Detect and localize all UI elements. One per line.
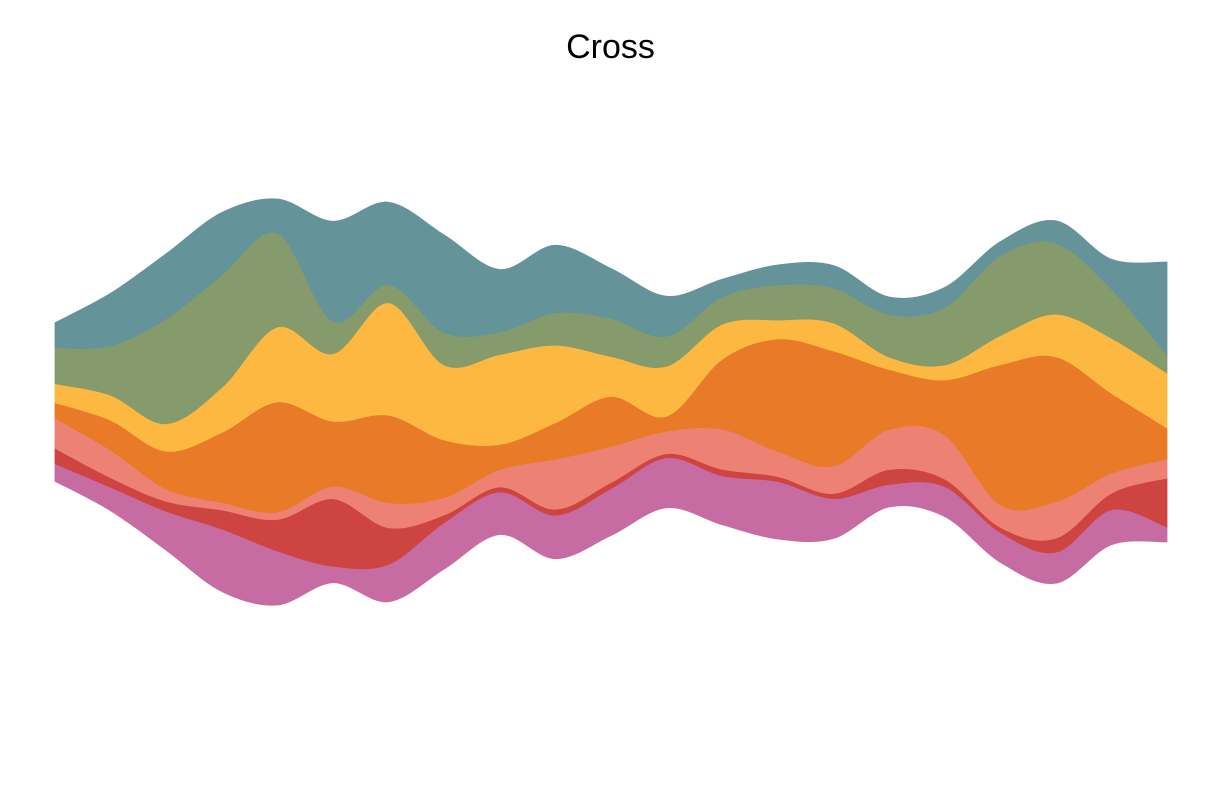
- stream-layer-7: [54, 198, 1168, 356]
- chart-title: Cross: [566, 28, 655, 66]
- stream-layers: [54, 198, 1168, 606]
